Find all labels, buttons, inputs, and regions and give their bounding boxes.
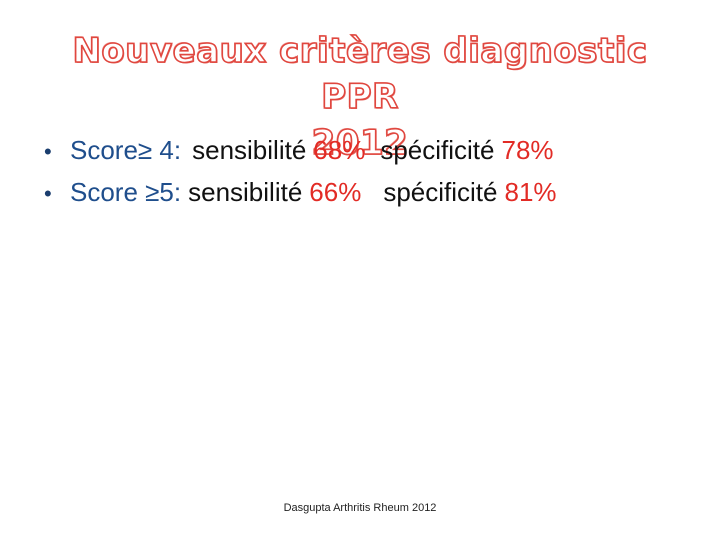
slide-title-line2: 2012 [311,122,409,164]
bullet-list: • Score≥ 4 : sensibilité 68% spécificité… [44,130,557,214]
specificity-value: 81% [504,177,557,207]
slide-title: Nouveaux critères diagnostic PPR 2012 [40,28,680,166]
sensitivity-label: sensibilité [192,135,307,165]
bullet-item-score-4: • Score≥ 4 : sensibilité 68% spécificité… [44,130,557,172]
score-separator: : [173,177,182,207]
score-label: Score≥ 4 [70,135,174,165]
specificity-value: 78% [501,135,554,165]
bullet-item-score-5: • Score ≥5 : sensibilité 66% spécificité… [44,172,557,214]
sensitivity-label: sensibilité [188,177,303,207]
slide-title-line1: Nouveaux critères diagnostic PPR [72,30,648,118]
sensitivity-value: 68% [313,135,366,165]
sensitivity-value: 66% [309,177,362,207]
score-label: Score ≥5 [70,177,174,207]
score-separator: : [173,135,182,165]
source-citation: Dasgupta Arthritis Rheum 2012 [283,502,437,514]
bullet-dot-icon: • [44,181,52,206]
specificity-label: spécificité [380,135,495,165]
bullet-dot-icon: • [44,139,52,164]
specificity-label: spécificité [383,177,498,207]
